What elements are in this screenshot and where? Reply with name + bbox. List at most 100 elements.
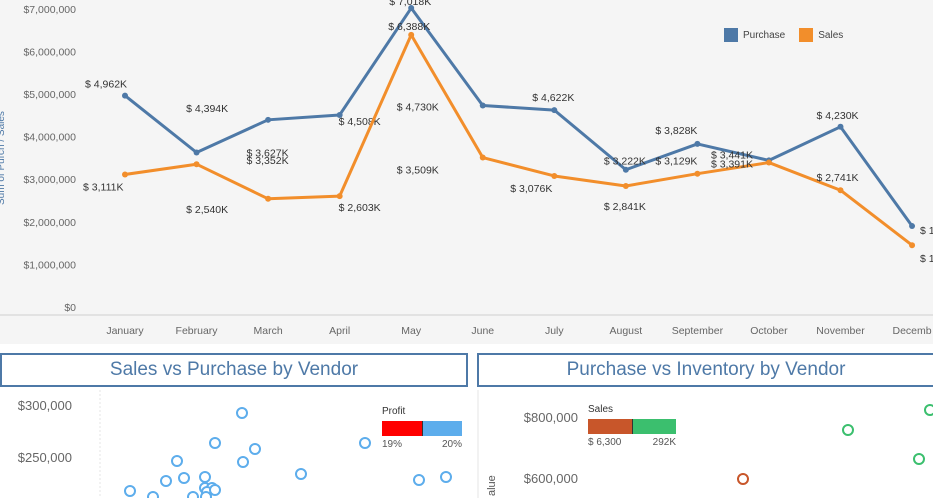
legend-swatch-sales <box>799 28 814 42</box>
left-y-tick-label: $250,000 <box>18 450 72 465</box>
data-label-sales: $ 3,076K <box>510 183 552 195</box>
inventory-vendor-point[interactable] <box>737 473 749 485</box>
vendor-point[interactable] <box>160 475 172 487</box>
inventory-vendor-point[interactable] <box>842 424 854 436</box>
data-label-sales: $ 2,603K <box>339 202 381 214</box>
monthly-line-chart: $0 $1,000,000 $2,000,000 $3,000,000 $4,000,0… <box>0 0 933 337</box>
data-point-purchase[interactable] <box>694 140 701 147</box>
data-label-purchase: $ 4,394K <box>186 103 228 115</box>
data-label-sales: $ 6,388K <box>388 21 430 33</box>
series-line-sales <box>124 33 913 247</box>
vendor-point[interactable] <box>147 491 159 498</box>
vendor-point[interactable] <box>237 456 249 468</box>
data-point-sales[interactable] <box>479 154 486 161</box>
data-label-sales: $ 1 <box>920 253 933 265</box>
profit-legend-low <box>382 421 422 436</box>
data-point-sales[interactable] <box>265 195 272 202</box>
inventory-vendor-point[interactable] <box>924 404 933 416</box>
data-point-sales[interactable] <box>622 182 629 189</box>
x-tick-label: October <box>750 325 788 337</box>
left-y-tick-label: $300,000 <box>18 398 72 413</box>
data-label-sales: $ 3,352K <box>247 155 289 167</box>
data-label-sales: $ 2,540K <box>186 204 228 216</box>
data-point-sales[interactable] <box>694 170 701 177</box>
data-point-sales[interactable] <box>765 159 772 166</box>
profit-legend-title: Profit <box>382 406 406 417</box>
vendor-point[interactable] <box>249 443 261 455</box>
vendor-point[interactable] <box>124 485 136 497</box>
profit-legend-bar <box>382 421 462 436</box>
y-tick-label: $0 <box>64 302 76 314</box>
data-point-purchase[interactable] <box>909 223 916 230</box>
data-point-purchase[interactable] <box>122 92 128 99</box>
data-point-sales[interactable] <box>551 172 558 179</box>
inventory-vendor-point[interactable] <box>913 453 925 465</box>
data-label-purchase: $ 3,222K <box>604 156 646 168</box>
legend-item-purchase[interactable]: Purchase <box>724 28 785 42</box>
data-point-sales[interactable] <box>122 171 128 178</box>
profit-legend-max: 20% <box>441 439 462 450</box>
vendor-scatter-panels: $300,000 $250,000 $800,000 $600,000 Profit … <box>0 390 933 498</box>
vendor-point[interactable] <box>413 474 425 486</box>
line-chart-svg: $0 $1,000,000 $2,000,000 $3,000,000 $4,000,0… <box>0 0 933 337</box>
y-tick-label: $5,000,000 <box>23 89 76 101</box>
data-point-sales[interactable] <box>837 187 844 194</box>
data-point-purchase[interactable] <box>837 123 844 130</box>
legend-label-purchase: Purchase <box>743 29 786 41</box>
data-label-purchase: $ 1 <box>920 225 933 237</box>
data-label-purchase: $ 3,441K <box>711 149 753 161</box>
legend-item-sales[interactable]: Sales <box>799 28 843 42</box>
vendor-point[interactable] <box>295 468 307 480</box>
data-label-purchase: $ 4,622K <box>532 92 574 104</box>
vendor-point[interactable] <box>209 484 221 496</box>
vendor-point[interactable] <box>199 471 211 483</box>
data-point-purchase[interactable] <box>479 102 486 109</box>
data-point-sales[interactable] <box>909 242 916 249</box>
panel-title-sales-vs-purchase: Sales vs Purchase by Vendor <box>0 353 468 387</box>
vendor-point[interactable] <box>359 437 371 449</box>
sales-legend-max: 292K <box>652 437 676 448</box>
vendor-point[interactable] <box>209 437 221 449</box>
inventory-axis-label: alue <box>486 475 498 496</box>
profit-legend: Profit 19% 20% <box>382 406 462 450</box>
y-tick-label: $7,000,000 <box>23 4 76 16</box>
data-point-purchase[interactable] <box>193 149 200 156</box>
x-tick-label: February <box>176 325 219 337</box>
x-tick-label: January <box>106 325 144 337</box>
right-y-tick-label: $800,000 <box>524 410 578 425</box>
vendor-point[interactable] <box>178 472 190 484</box>
data-point-purchase[interactable] <box>336 111 343 118</box>
vendor-point[interactable] <box>187 491 199 498</box>
legend-label-sales: Sales <box>818 29 844 41</box>
sales-legend-title: Sales <box>588 404 614 415</box>
data-point-sales[interactable] <box>336 193 343 200</box>
vendor-point[interactable] <box>440 471 452 483</box>
sales-legend-min: $ 6,300 <box>588 437 622 448</box>
legend-swatch-purchase <box>724 28 738 42</box>
data-label-purchase: $ 4,962K <box>85 79 127 91</box>
x-tick-label: July <box>545 325 564 337</box>
vendor-point[interactable] <box>200 491 212 498</box>
data-point-purchase[interactable] <box>408 5 415 12</box>
series-line-purchase <box>124 6 914 227</box>
data-point-sales[interactable] <box>408 31 415 38</box>
sales-legend-low <box>588 419 632 434</box>
data-point-sales[interactable] <box>193 161 200 168</box>
x-tick-label: August <box>609 325 642 337</box>
data-point-purchase[interactable] <box>622 166 629 173</box>
vendor-point[interactable] <box>236 407 248 419</box>
x-tick-label: September <box>672 325 724 337</box>
vendor-point[interactable] <box>171 455 183 467</box>
y-tick-label: $4,000,000 <box>23 132 76 144</box>
data-label-sales: $ 3,129K <box>655 156 697 168</box>
y-axis-title: Sum of Purch / Sales <box>0 111 7 205</box>
profit-legend-min: 19% <box>382 439 403 450</box>
x-tick-label: March <box>254 325 283 337</box>
data-label-sales: $ 3,509K <box>397 165 439 177</box>
profit-legend-high <box>422 421 462 436</box>
data-point-purchase[interactable] <box>265 116 272 123</box>
sales-legend: Sales $ 6,300 292K <box>588 404 676 448</box>
data-point-purchase[interactable] <box>551 107 558 114</box>
sales-legend-high <box>632 419 676 434</box>
data-label-sales: $ 3,111K <box>83 181 123 193</box>
